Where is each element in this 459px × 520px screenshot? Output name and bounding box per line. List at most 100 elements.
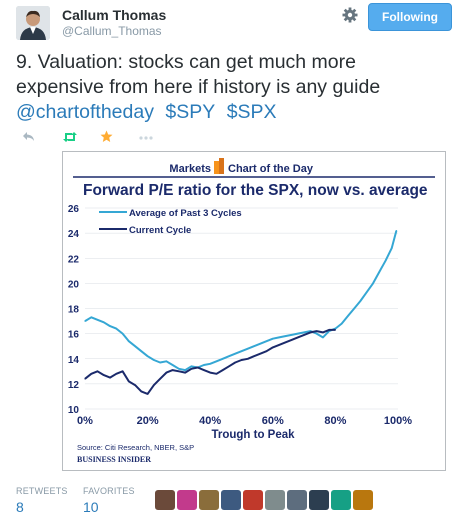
cashtag-spx-link[interactable]: $SPX [226, 101, 277, 123]
series-lines [84, 230, 398, 395]
data-point [222, 369, 224, 371]
data-point [278, 336, 280, 338]
data-point [265, 350, 268, 352]
y-axis-ticks: 10 12 14 16 18 20 22 24 26 [68, 204, 80, 416]
favorites-label: FAVORITES [83, 486, 135, 496]
y-tick-label: 26 [68, 204, 80, 215]
y-tick-label: 12 [68, 380, 80, 391]
data-point [203, 369, 205, 371]
data-point [121, 370, 124, 372]
legend-label: Average of Past 3 Cycles [129, 208, 242, 219]
data-point [165, 360, 167, 362]
data-point [284, 335, 286, 337]
data-point [121, 333, 124, 335]
retweets-count: 8 [16, 499, 24, 515]
data-point [347, 315, 349, 317]
data-point [172, 369, 174, 371]
avatar[interactable] [16, 6, 50, 40]
data-point [178, 368, 180, 370]
retweet-icon[interactable] [62, 130, 78, 148]
data-point [115, 373, 117, 375]
reply-icon[interactable] [22, 130, 36, 148]
favoriter-avatar[interactable] [243, 490, 263, 510]
favoriter-avatar[interactable] [199, 490, 219, 510]
data-point [222, 358, 224, 360]
chart-of-the-day-icon [214, 158, 224, 174]
series-line-current [84, 328, 336, 395]
data-point [372, 282, 374, 284]
mention-link[interactable]: @chartoftheday [16, 101, 154, 123]
data-point [115, 328, 117, 330]
data-point [366, 291, 368, 293]
more-icon[interactable] [138, 130, 154, 148]
data-point [259, 353, 261, 355]
following-button[interactable]: Following [368, 3, 452, 31]
cashtag-spy-link[interactable]: $SPY [165, 101, 216, 123]
favoriter-avatar[interactable] [177, 490, 197, 510]
data-point [209, 371, 211, 374]
data-point [278, 344, 280, 346]
data-point [103, 321, 105, 323]
user-handle[interactable]: @Callum_Thomas [62, 24, 162, 38]
favoriter-avatar[interactable] [265, 490, 285, 510]
gridlines [85, 207, 398, 410]
data-point [228, 365, 230, 367]
data-point [272, 346, 274, 349]
data-point [128, 380, 130, 382]
data-point [159, 361, 161, 364]
data-point [322, 331, 324, 333]
data-point [341, 322, 343, 325]
data-point [265, 340, 268, 342]
x-tick-label: 40% [199, 415, 221, 427]
favoriter-avatar[interactable] [331, 490, 351, 510]
data-point [316, 330, 318, 332]
legend: Average of Past 3 Cycles Current Cycle [99, 208, 242, 236]
data-point [234, 361, 236, 364]
favoriter-avatar[interactable] [155, 490, 175, 510]
x-tick-label: 100% [384, 415, 412, 427]
favoriter-avatar[interactable] [221, 490, 241, 510]
data-point [197, 366, 199, 369]
y-tick-label: 10 [68, 405, 80, 416]
data-point [147, 355, 149, 357]
retweets-stat[interactable]: RETWEETS 8 [16, 486, 76, 515]
tweet-line-1: 9. Valuation: stocks can get much more [16, 51, 356, 73]
x-tick-label: 0% [77, 415, 93, 427]
x-tick-label: 20% [137, 415, 159, 427]
chart-title: Forward P/E ratio for the SPX, now vs. a… [83, 182, 428, 199]
data-point [84, 320, 86, 322]
x-axis-ticks: 0% 20% 40% 60% 80% 100% [77, 415, 412, 427]
data-point [128, 340, 130, 342]
data-point [90, 316, 92, 318]
favoriter-avatar[interactable] [287, 490, 307, 510]
favoriter-avatar[interactable] [309, 490, 329, 510]
data-point [140, 390, 142, 393]
data-point [140, 350, 142, 352]
data-point [334, 329, 336, 331]
business-insider-logo: BUSINESS INSIDER [77, 455, 151, 464]
chart-svg: Markets Chart of the Day Forward P/E rat… [68, 158, 435, 464]
data-point [203, 364, 205, 366]
data-point [134, 384, 136, 386]
data-point [172, 364, 174, 366]
data-point [297, 336, 299, 338]
data-point [190, 365, 193, 367]
favoriter-avatar[interactable] [353, 490, 373, 510]
x-axis-label: Trough to Peak [211, 429, 295, 441]
chart-header-cotd: Chart of the Day [228, 163, 314, 175]
data-point [253, 345, 255, 347]
favorites-count: 10 [83, 499, 99, 515]
favorites-stat[interactable]: FAVORITES 10 [83, 486, 143, 515]
data-point [96, 319, 99, 321]
data-point [290, 339, 293, 341]
x-tick-label: 60% [262, 415, 284, 427]
chart-card[interactable]: Markets Chart of the Day Forward P/E rat… [62, 151, 446, 471]
data-point [215, 373, 218, 375]
data-point [316, 333, 318, 335]
tweet-text: 9. Valuation: stocks can get much more e… [16, 50, 446, 125]
user-name[interactable]: Callum Thomas [62, 7, 167, 23]
gear-icon[interactable] [340, 5, 360, 25]
favorite-icon[interactable] [100, 130, 113, 148]
data-point [84, 378, 86, 380]
data-point [303, 334, 305, 336]
